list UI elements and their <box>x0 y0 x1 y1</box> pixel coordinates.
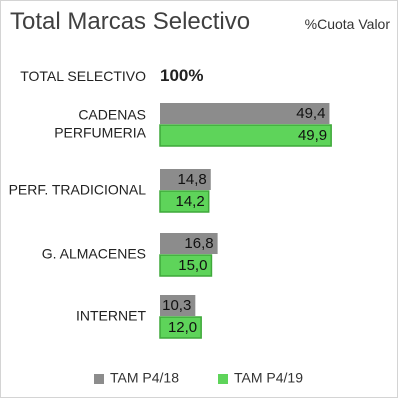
data-label-tam-p4-18-g-almacenes: 16,8 <box>184 235 213 252</box>
data-label-tam-p4-19-g-almacenes: 15,0 <box>178 257 207 274</box>
category-label-cadenas-perfumeria-line2: PERFUMERIA <box>54 125 146 141</box>
data-label-tam-p4-19-internet: 12,0 <box>168 319 197 336</box>
legend-label-tam-p4-18: TAM P4/18 <box>110 370 179 386</box>
legend-swatch-tam-p4-18 <box>94 374 104 384</box>
data-label-tam-p4-18-internet: 10,3 <box>162 297 191 314</box>
data-label-tam-p4-19-perf-tradicional: 14,2 <box>176 193 205 210</box>
legend-label-tam-p4-19: TAM P4/19 <box>234 370 303 386</box>
bar-tam-p4-18-perf-tradicional <box>160 169 211 190</box>
bar-tam-p4-19-cadenas-perfumeria <box>159 124 332 147</box>
bar-tam-p4-19-perf-tradicional <box>159 190 210 213</box>
category-label-cadenas-perfumeria-line1: CADENAS <box>78 107 146 123</box>
bar-tam-p4-19-internet <box>159 316 202 339</box>
data-label-tam-p4-19-cadenas-perfumeria: 49,9 <box>298 127 327 144</box>
data-label-tam-p4-18-cadenas-perfumeria: 49,4 <box>296 105 325 122</box>
category-label-internet: INTERNET <box>76 308 146 324</box>
chart-title: Total Marcas Selectivo <box>10 8 251 35</box>
total-selectivo-label: TOTAL SELECTIVO <box>20 68 146 84</box>
bar-tam-p4-18-g-almacenes <box>160 233 218 254</box>
bar-tam-p4-19-g-almacenes <box>159 254 213 277</box>
legend-swatch-tam-p4-19 <box>218 374 228 384</box>
bar-tam-p4-18-internet <box>160 295 196 316</box>
data-label-tam-p4-18-perf-tradicional: 14,8 <box>178 171 207 188</box>
bar-tam-p4-18-cadenas-perfumeria <box>160 103 330 124</box>
total-selectivo-value: 100% <box>160 66 204 85</box>
category-label-perf-tradicional: PERF. TRADICIONAL <box>9 182 147 198</box>
chart-subtitle: %Cuota Valor <box>304 16 390 32</box>
category-label-g-almacenes: G. ALMACENES <box>42 246 146 262</box>
